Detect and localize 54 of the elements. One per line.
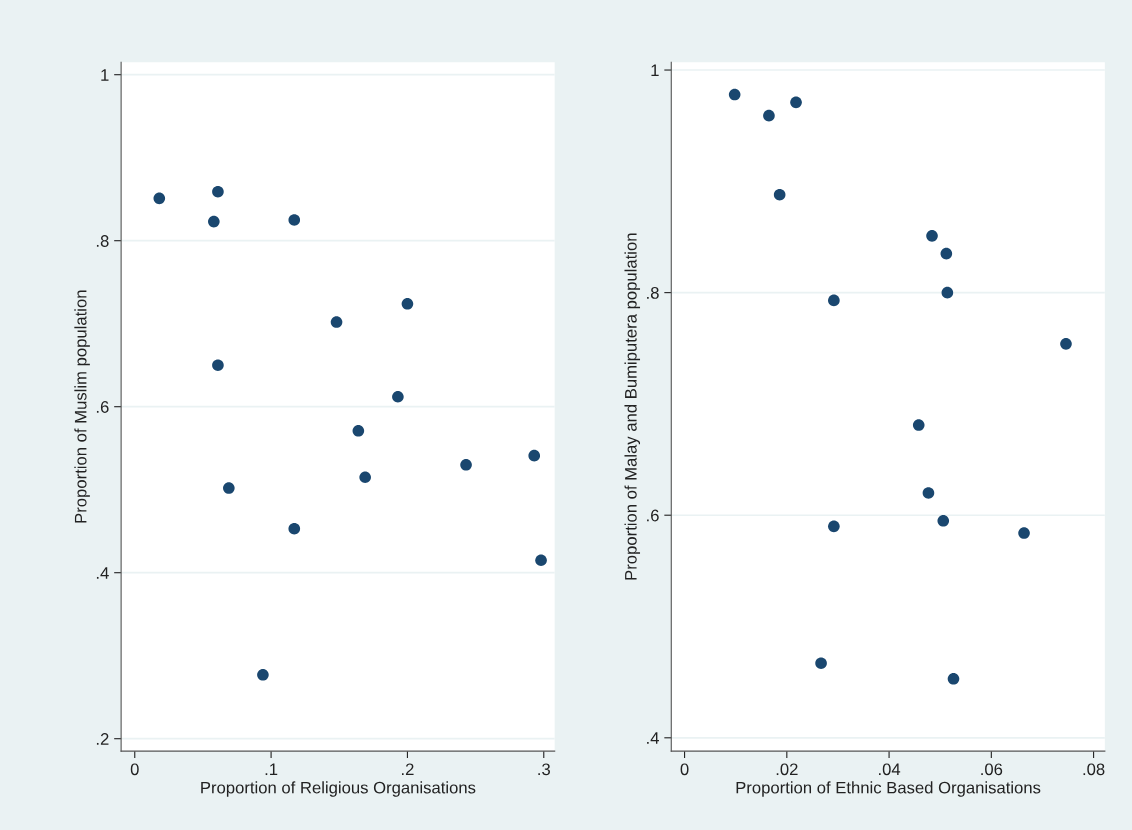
point [401, 297, 414, 310]
y-tick-label: 1 [101, 69, 109, 81]
y-tick-label: .6 [647, 509, 659, 522]
point [223, 482, 235, 494]
x-tick-label: .04 [879, 763, 901, 776]
x-tick-label: 0 [130, 763, 139, 776]
point [352, 424, 365, 437]
point [828, 294, 840, 307]
point [212, 359, 224, 372]
point [937, 514, 950, 527]
x-tick-label: 0 [680, 763, 689, 776]
x-tick-label: .3 [538, 763, 550, 776]
point [947, 673, 960, 685]
point [330, 316, 343, 328]
point [912, 419, 925, 431]
point [288, 214, 301, 226]
y-tick-label: .4 [96, 567, 109, 579]
x-axis-title: Proportion of Ethnic Based Organisations [736, 781, 1041, 797]
y-tick-label: .2 [96, 733, 109, 745]
point [212, 185, 224, 198]
x-axis-title: Proportion of Religious Organisations [201, 781, 476, 797]
point [815, 657, 827, 670]
point [359, 471, 371, 484]
point [153, 192, 166, 205]
point [208, 215, 220, 228]
point [926, 230, 938, 242]
point [728, 88, 741, 101]
x-tick-label: .06 [981, 763, 1003, 776]
point [1018, 527, 1030, 539]
y-axis-title: Proportion of Muslim population [74, 290, 90, 523]
point [535, 554, 547, 567]
x-tick-label: .2 [402, 763, 414, 776]
y-axis-title: Proportion of Malay and Bumiputera population [624, 233, 641, 580]
x-tick-label: .1 [265, 763, 278, 776]
point [392, 390, 404, 403]
point [773, 188, 786, 201]
y-tick-label: 1 [651, 64, 659, 77]
point [828, 520, 840, 533]
point [460, 458, 472, 471]
point [257, 668, 269, 681]
point [763, 109, 775, 122]
point [922, 487, 935, 499]
x-tick-label: .08 [1083, 763, 1105, 776]
point [288, 522, 301, 535]
y-tick-label: .4 [647, 732, 659, 744]
point [1060, 338, 1072, 350]
point [528, 449, 541, 462]
x-tick-label: .02 [776, 763, 798, 776]
y-tick-label: .8 [647, 287, 659, 299]
point [940, 247, 953, 260]
point [790, 96, 802, 109]
point [941, 286, 954, 299]
y-tick-label: .8 [96, 235, 109, 247]
y-tick-label: .6 [96, 401, 109, 413]
